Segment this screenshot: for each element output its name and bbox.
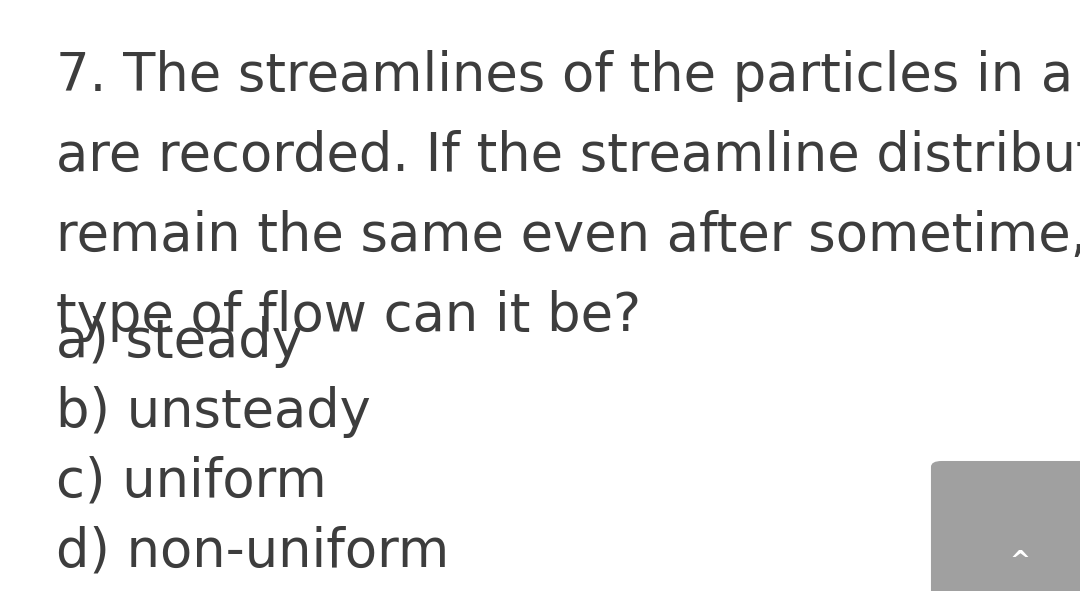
Text: are recorded. If the streamline distribution: are recorded. If the streamline distribu… [56, 130, 1080, 182]
Text: d) non-uniform: d) non-uniform [56, 525, 449, 577]
Text: remain the same even after sometime, what: remain the same even after sometime, wha… [56, 210, 1080, 262]
Text: b) unsteady: b) unsteady [56, 386, 372, 438]
Text: c) uniform: c) uniform [56, 456, 327, 508]
FancyBboxPatch shape [931, 461, 1080, 591]
Text: ^: ^ [1009, 550, 1030, 573]
Text: a) steady: a) steady [56, 316, 303, 368]
Text: 7. The streamlines of the particles in a flow: 7. The streamlines of the particles in a… [56, 50, 1080, 102]
Text: type of flow can it be?: type of flow can it be? [56, 290, 642, 342]
